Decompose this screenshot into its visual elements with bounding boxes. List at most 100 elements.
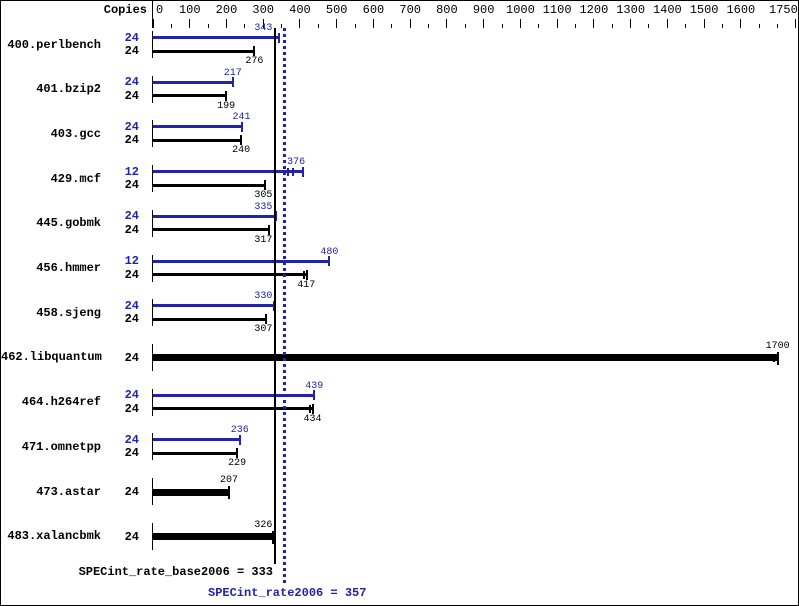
axis-tick: [409, 19, 411, 28]
base-peak-bar-endcap: [271, 530, 274, 544]
axis-tick-label: 0: [156, 3, 164, 17]
base-bar-endcap: [236, 448, 239, 459]
axis-tick-label: 900: [472, 3, 495, 17]
base-value-label: 229: [228, 458, 247, 470]
bar-start-axis: [152, 120, 153, 148]
bar-start-axis: [152, 522, 153, 550]
copies-value: 24: [124, 222, 139, 237]
bar-value-label: 207: [220, 475, 239, 486]
base-bar: [153, 228, 270, 232]
peak-bar: [153, 438, 240, 442]
axis-tick: [666, 19, 668, 28]
peak-bar: [153, 170, 303, 174]
peak-bar-endcap: [328, 256, 331, 266]
base-value-label: 240: [232, 145, 251, 157]
axis-tick: [372, 19, 374, 28]
base-bar-run-mark: [308, 404, 311, 413]
axis-tick: [483, 19, 485, 28]
peak-value-label: 335: [254, 201, 273, 213]
axis-tick: [648, 24, 650, 28]
peak-bar: [153, 36, 280, 39]
benchmark-label: 471.omnetpp: [21, 439, 101, 454]
axis-tick-label: 800: [436, 3, 458, 17]
axis-tick-label: 1000: [506, 3, 535, 17]
copies-value: 24: [124, 446, 139, 461]
benchmark-label: 458.sjeng: [36, 305, 101, 320]
peak-reference-line: [282, 28, 286, 584]
bar-start-axis: [152, 478, 153, 505]
axis-tick: [281, 24, 283, 28]
base-bar: [153, 407, 314, 411]
peak-value-label: 330: [254, 291, 273, 303]
benchmark-label: 456.hmmer: [36, 261, 101, 275]
axis-tick: [501, 24, 503, 28]
copies-value: 24: [124, 30, 139, 45]
bar-start-axis: [152, 433, 153, 461]
axis-tick-label: 1750: [769, 3, 798, 17]
peak-bar-endcap: [278, 32, 281, 43]
base-peak-bar-endcap: [776, 351, 779, 365]
benchmark-label: 403.gcc: [50, 126, 101, 141]
base-summary-text: SPECint_rate_base2006 = 333: [78, 565, 273, 579]
axis-tick: [556, 19, 558, 28]
base-bar-endcap: [240, 135, 243, 146]
peak-value-label: 241: [232, 112, 251, 124]
peak-bar: [153, 214, 277, 218]
axis-tick: [795, 19, 797, 28]
axis-tick: [152, 19, 154, 28]
axis-tick-label: 1600: [726, 3, 756, 17]
copies-value: 24: [124, 485, 139, 499]
peak-bar: [153, 393, 315, 397]
axis-tick: [685, 24, 687, 28]
axis-tick: [391, 24, 393, 28]
bar-value-label: 1700: [765, 340, 790, 352]
benchmark-label: 473.astar: [36, 484, 101, 499]
bar-start-axis: [152, 254, 153, 282]
copies-value: 24: [124, 88, 139, 103]
peak-bar-endcap: [313, 390, 316, 401]
copies-value: 24: [124, 312, 139, 327]
axis-tick: [464, 24, 466, 28]
copies-value: 24: [124, 267, 139, 282]
axis-origin-line: [152, 1, 153, 28]
axis-tick-label: 200: [215, 3, 238, 17]
bar-start-axis: [152, 388, 153, 416]
copies-value: 24: [124, 350, 139, 365]
axis-tick: [575, 24, 576, 28]
peak-value-label: 236: [230, 425, 249, 437]
axis-tick: [207, 24, 209, 28]
base-value-label: 434: [303, 413, 322, 425]
base-bar-run-mark: [303, 270, 306, 279]
copies-value: 24: [124, 401, 139, 416]
base-value-label: 199: [217, 100, 236, 112]
axis-tick-label: 1200: [579, 3, 609, 17]
peak-bar-endcap: [231, 77, 234, 88]
axis-tick: [354, 24, 356, 28]
base-bar: [153, 183, 266, 187]
copies-value: 24: [124, 75, 139, 90]
peak-value-label: 343: [254, 23, 273, 34]
axis-tick: [593, 19, 595, 28]
axis-tick: [225, 19, 227, 28]
axis-tick-label: 100: [178, 3, 201, 17]
base-bar-endcap: [312, 403, 315, 414]
axis-tick-label: 600: [362, 3, 385, 17]
peak-value-label: 439: [305, 380, 324, 392]
peak-bar-endcap: [301, 166, 304, 177]
axis-tick: [740, 19, 742, 28]
peak-value-label: 217: [223, 67, 242, 79]
base-value-label: 305: [254, 190, 273, 202]
base-value-label: 307: [254, 324, 273, 336]
base-peak-bar-run-mark: [772, 353, 775, 362]
bar-start-axis: [152, 31, 153, 58]
axis-tick-label: 700: [399, 3, 421, 17]
peak-bar-endcap: [238, 434, 241, 445]
axis-tick: [299, 19, 301, 28]
base-value-label: 417: [297, 279, 316, 291]
axis-tick: [262, 19, 264, 28]
copies-column-header: Copies: [103, 3, 147, 17]
peak-bar: [153, 304, 275, 308]
peak-value-label: 376: [287, 157, 306, 169]
axis-tick: [611, 24, 613, 28]
